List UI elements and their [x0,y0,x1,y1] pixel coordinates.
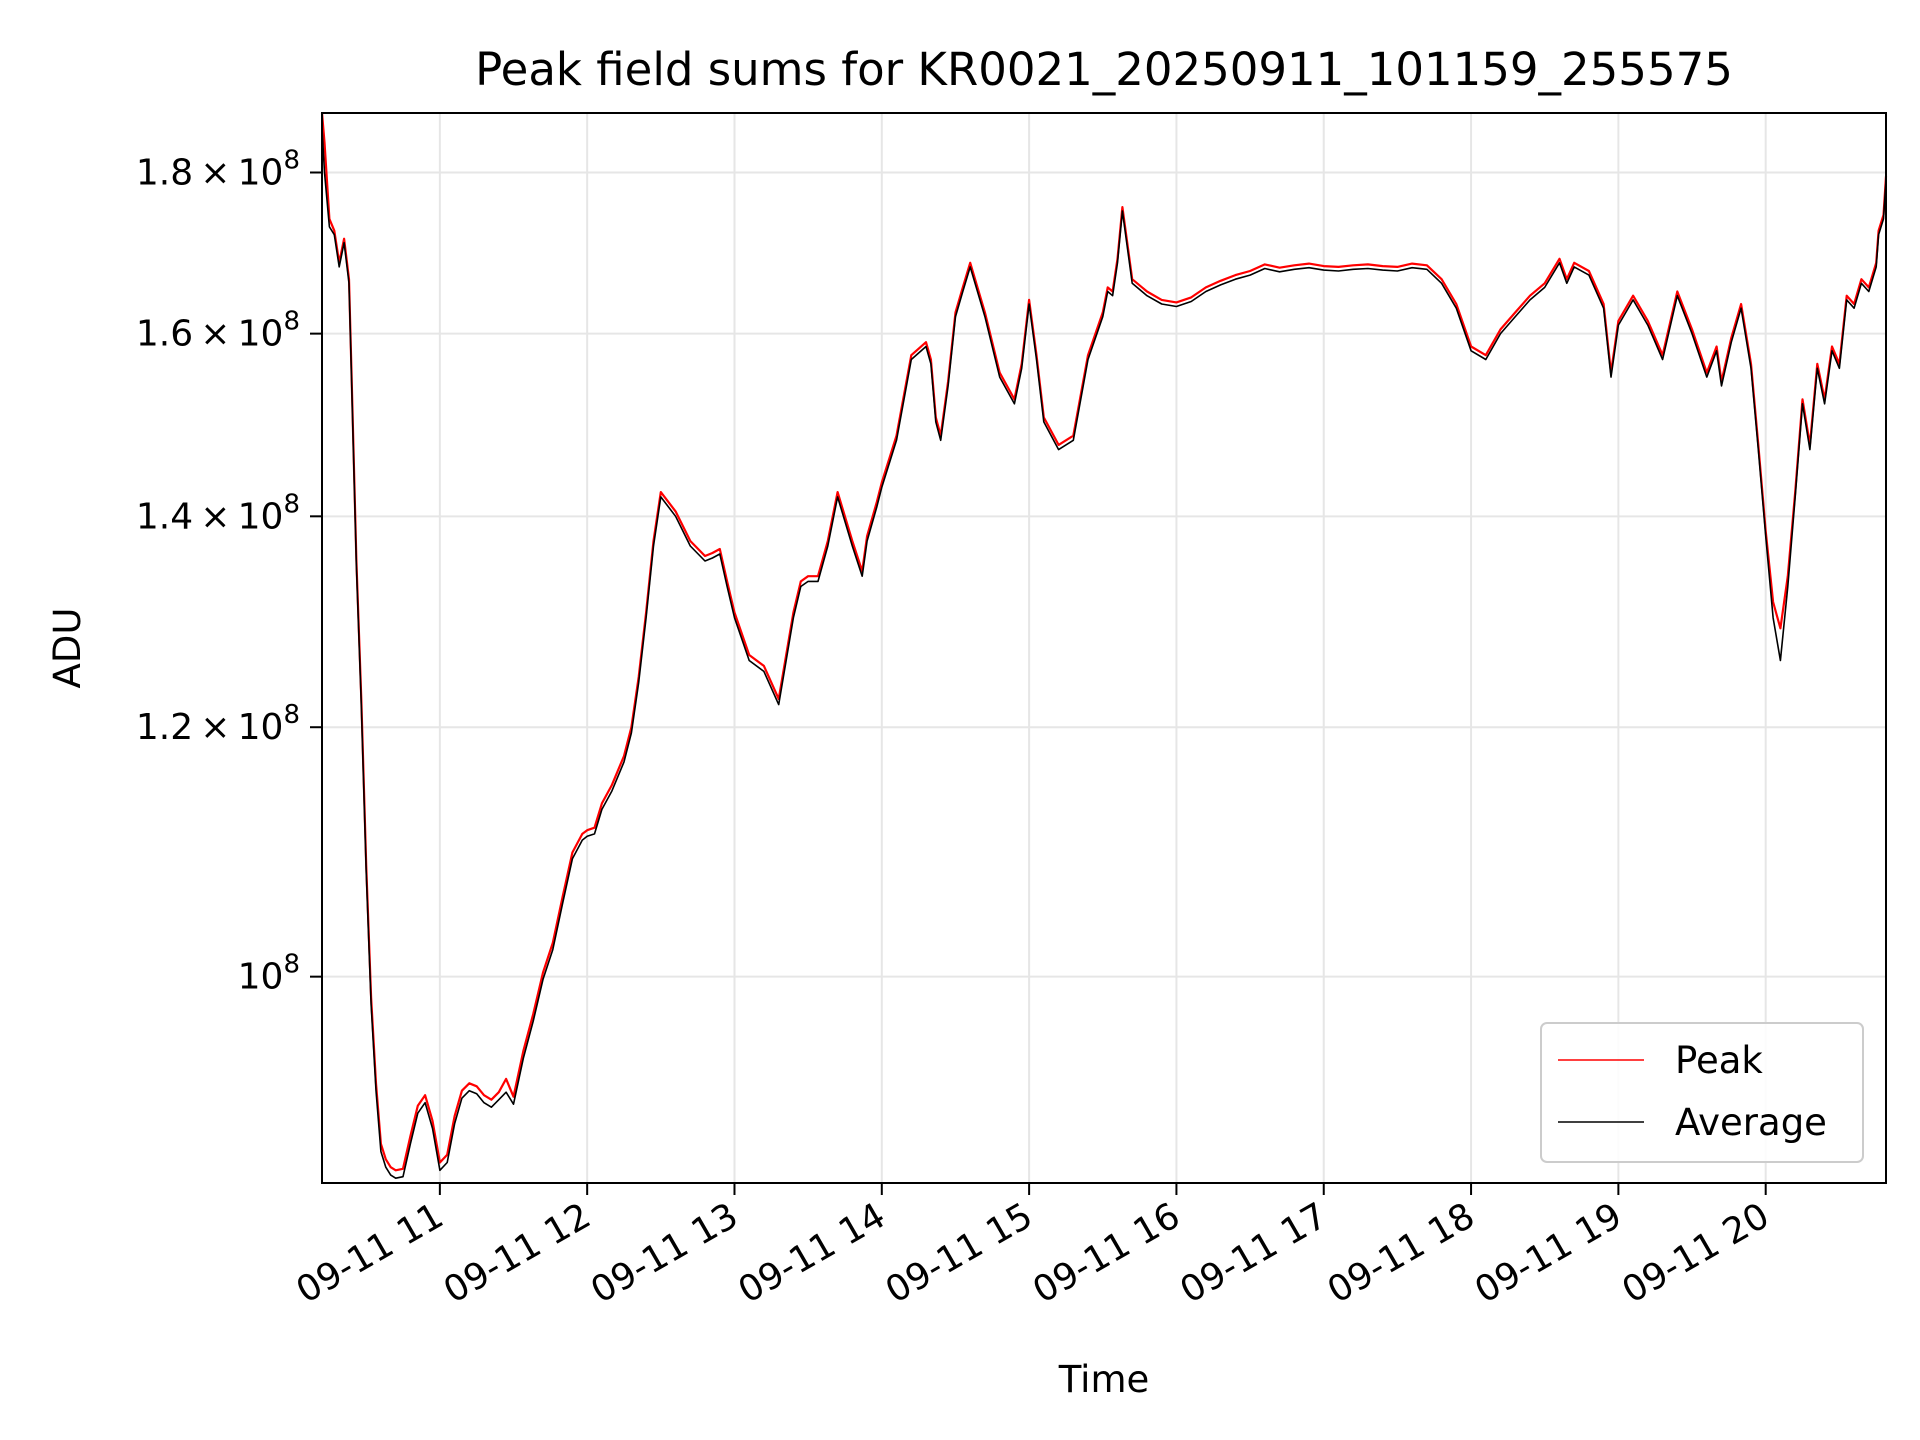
y-tick-label: 1.8 × 108 [136,145,300,193]
legend-label-average: Average [1675,1101,1827,1144]
chart-title: Peak field sums for KR0021_20250911_1011… [475,43,1733,96]
y-tick-label: 108 [238,950,300,998]
plot-frame [321,112,1887,1184]
legend-box [1540,1022,1864,1163]
y-tick-label: 1.6 × 108 [136,307,300,355]
series-line-average [321,127,1887,1179]
grid [322,113,1886,1183]
y-axis-label: ADU [46,608,89,689]
series-layer [320,112,1888,1179]
legend-label-peak: Peak [1675,1039,1763,1082]
y-axis: 108 1.2 × 108 1.4 × 108 1.6 × 108 1.8 × 108 [136,145,322,998]
legend: Peak Average [1540,1022,1864,1163]
series-line-peak [320,112,1888,1172]
x-axis-label: Time [1058,1358,1150,1401]
y-tick-label: 1.4 × 108 [136,489,300,537]
y-tick-label: 1.2 × 108 [136,700,300,748]
